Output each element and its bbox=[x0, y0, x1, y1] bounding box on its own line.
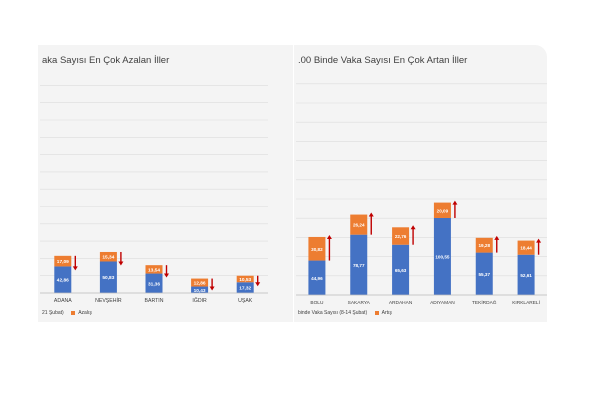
left-legend-base-label: 21 Şubat) bbox=[42, 310, 64, 316]
bar-delta-value-label: 26,24 bbox=[353, 223, 365, 228]
arrow-down-icon bbox=[209, 286, 215, 291]
bar-delta-value-label: 13,54 bbox=[148, 267, 160, 273]
category-tick-label: ADANA bbox=[54, 298, 72, 304]
bar-delta bbox=[433, 202, 451, 218]
bar-base bbox=[433, 217, 451, 295]
category-tick-label: KIRKLARELİ bbox=[512, 299, 540, 306]
arrow-up-icon bbox=[452, 200, 458, 205]
bar-delta-value-label: 19,28 bbox=[479, 243, 491, 248]
bar-delta bbox=[145, 265, 163, 274]
arrow-down-icon bbox=[72, 266, 78, 271]
bar-base bbox=[475, 252, 493, 295]
bar-delta bbox=[99, 251, 117, 262]
left-chart-title: aka Sayısı En Çok Azalan İller bbox=[42, 55, 170, 66]
bar-delta-value-label: 17,09 bbox=[57, 259, 69, 265]
bar-base-value-label: 65,63 bbox=[395, 268, 407, 273]
left-chart-svg: 42,86 17,09 ADANA 50,83 15,34 NEVŞEHİR 31,36 13… bbox=[40, 85, 268, 304]
bar-base-value-label: 50,83 bbox=[102, 275, 114, 281]
bar-base bbox=[191, 286, 209, 293]
bar-base bbox=[236, 282, 254, 293]
right-chart-title: .00 Binde Vaka Sayısı En Çok Artan İller bbox=[298, 55, 468, 66]
bar-base bbox=[145, 273, 163, 293]
bar-base bbox=[517, 254, 535, 295]
right-legend-base-label: binde Vaka Sayısı (8-14 Şubat) bbox=[298, 310, 368, 316]
bar-delta bbox=[191, 278, 209, 287]
bar-delta-value-label: 20,09 bbox=[437, 208, 449, 213]
arrow-up-icon bbox=[494, 235, 500, 240]
bar-delta-value-label: 12,86 bbox=[194, 281, 206, 287]
panel-divider bbox=[293, 45, 294, 322]
left-legend-delta-label: Azalış bbox=[78, 310, 92, 316]
bar-base bbox=[392, 244, 410, 295]
bar-delta-value-label: 22,76 bbox=[395, 234, 407, 239]
right-chart-svg: 44,96 30,82 BOLU 78,77 26,24 SAKARYA 65,63 22,7… bbox=[296, 83, 547, 306]
category-tick-label: UŞAK bbox=[238, 298, 253, 304]
bar-base-value-label: 17,32 bbox=[239, 286, 251, 292]
bar-delta-value-label: 10,53 bbox=[239, 277, 251, 283]
category-tick-label: IĞDIR bbox=[192, 297, 207, 304]
category-tick-label: NEVŞEHİR bbox=[95, 297, 122, 304]
right-legend-delta-label: Artış bbox=[381, 310, 392, 316]
bar-delta bbox=[517, 240, 535, 255]
category-tick-label: ARDAHAN bbox=[389, 300, 413, 306]
bar-base-value-label: 78,77 bbox=[353, 263, 365, 268]
arrow-up-icon bbox=[368, 212, 374, 217]
right-legend-delta-swatch bbox=[374, 310, 379, 315]
bar-base-value-label: 100,55 bbox=[435, 254, 449, 259]
category-tick-label: BOLU bbox=[310, 300, 324, 306]
arrow-up-icon bbox=[410, 225, 416, 230]
bar-base-value-label: 42,86 bbox=[57, 278, 69, 284]
bar-base-value-label: 10,43 bbox=[194, 288, 206, 294]
bar-base bbox=[99, 261, 117, 293]
bar-delta bbox=[475, 237, 493, 253]
arrow-down-icon bbox=[255, 282, 261, 287]
arrow-up-icon bbox=[326, 234, 332, 239]
category-tick-label: BARTIN bbox=[145, 298, 164, 304]
bar-delta-value-label: 30,82 bbox=[311, 247, 323, 252]
category-tick-label: ADIYAMAN bbox=[430, 300, 455, 306]
bar-delta bbox=[54, 255, 72, 267]
category-tick-label: TEKİRDAĞ bbox=[472, 299, 497, 306]
bar-delta-value-label: 18,44 bbox=[520, 246, 532, 251]
left-legend-delta-swatch bbox=[71, 310, 76, 315]
bar-delta bbox=[392, 227, 410, 245]
right-chart-legend: binde Vaka Sayısı (8-14 Şubat) Artış bbox=[298, 310, 392, 316]
bar-base bbox=[308, 260, 326, 295]
bar-delta bbox=[308, 236, 326, 261]
bar-base-value-label: 44,96 bbox=[311, 276, 323, 281]
bar-delta bbox=[236, 275, 254, 283]
right-chart-panel: .00 Binde Vaka Sayısı En Çok Artan İller… bbox=[294, 45, 547, 322]
bar-base bbox=[54, 266, 72, 293]
arrow-down-icon bbox=[118, 261, 124, 266]
left-chart-panel: aka Sayısı En Çok Azalan İller 42,86 17,0… bbox=[38, 45, 294, 322]
arrow-up-icon bbox=[536, 238, 542, 243]
bar-base-value-label: 55,37 bbox=[479, 272, 491, 277]
bar-delta bbox=[350, 214, 368, 235]
bar-base-value-label: 31,36 bbox=[148, 281, 160, 287]
bar-delta-value-label: 15,34 bbox=[102, 255, 114, 261]
left-chart-legend: 21 Şubat) Azalış bbox=[42, 310, 92, 316]
category-tick-label: SAKARYA bbox=[348, 300, 371, 306]
bar-base bbox=[350, 234, 368, 295]
bar-base-value-label: 52,61 bbox=[520, 273, 532, 278]
arrow-down-icon bbox=[164, 273, 169, 278]
